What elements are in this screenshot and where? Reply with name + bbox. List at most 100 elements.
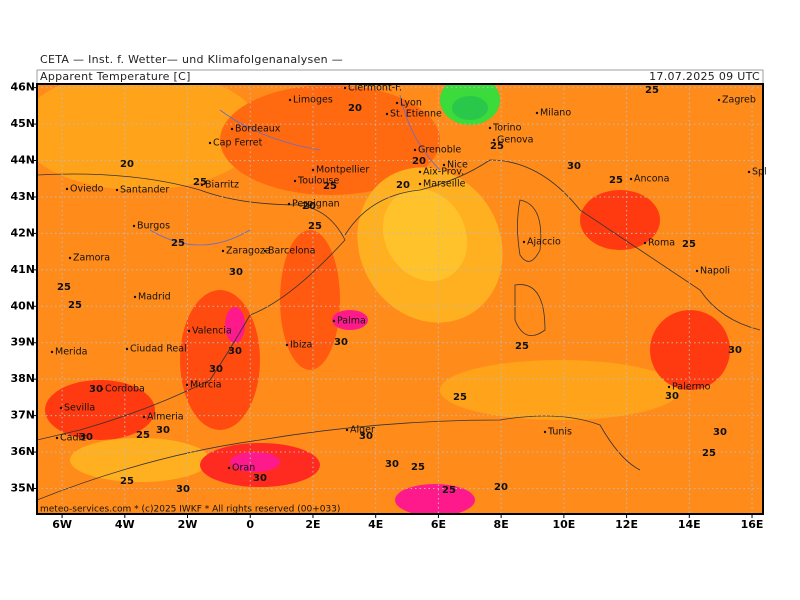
x-tick-label: 6W [52,518,72,531]
city-label: Marseille [423,179,466,190]
river [149,94,441,246]
city-label: Zaragoza [226,246,271,257]
city-label: Lyon [400,98,422,109]
city-label: Montpellier [316,165,369,176]
city-label: Bordeaux [235,124,281,135]
city-dot [65,187,69,191]
coastline [37,173,346,441]
x-tick-label: 0 [246,518,254,531]
city-dot [522,240,526,244]
city-dot [695,269,699,273]
field-extreme [225,307,245,343]
field-hot [580,190,660,250]
field-hot [180,290,260,430]
city-dot [125,347,129,351]
contour-label: 20 [302,201,316,212]
field-hot [280,230,340,370]
y-tick-label: 44N [10,154,35,167]
contour-label: 20 [120,159,134,170]
contour-label: 30 [253,473,267,484]
contour-label: 25 [68,300,82,311]
y-tick-label: 43N [10,190,35,203]
city-dot [747,170,751,174]
city-label: Grenoble [418,145,461,156]
contour-label: 30 [728,345,742,356]
field-warm [37,84,260,190]
city-dot [717,98,721,102]
contour-label: 30 [228,346,242,357]
contour-label: 30 [176,484,190,495]
city-label: Perpignan [292,199,340,210]
contour-label: 25 [411,462,425,473]
field-extreme [230,452,280,472]
city-label: Cap Ferret [213,138,263,149]
contour-label: 25 [136,430,150,441]
city-dot [535,111,539,115]
city-label: Toulouse [297,176,339,187]
field-extreme [395,484,475,514]
city-dot [133,295,137,299]
contour-label: 25 [609,175,623,186]
city-label: Alger [350,425,375,436]
city-label: Aix-Prov. [423,167,464,178]
contour-label: 30 [665,391,679,402]
contour-label: 20 [412,156,426,167]
city-dot [59,406,63,410]
contour-label: 30 [334,337,348,348]
x-tick-label: 2W [178,518,198,531]
city-dot [311,168,315,172]
city-label: Oviedo [70,184,104,195]
y-tick-label: 36N [10,445,35,458]
x-tick-label: 6E [431,518,446,531]
contour-label: 25 [171,238,185,249]
city-dot [492,138,496,142]
y-tick-label: 39N [10,336,35,349]
city-label: Santander [120,185,169,196]
city-dot [667,385,671,389]
field-hot [650,310,730,390]
contour-label: 30 [209,364,223,375]
y-tick-label: 41N [10,263,35,276]
city-label: Tunis [547,427,572,438]
x-tick-label: 12E [615,518,638,531]
city-dot [287,202,291,206]
map-title: Apparent Temperature [C] [40,70,191,83]
contour-label: 20 [348,103,362,114]
city-dot [543,430,547,434]
city-dot [142,415,146,419]
contour-label: 25 [490,141,504,152]
city-label: Ibiza [290,340,312,351]
city-dot [643,241,647,245]
x-tick-label: 8E [494,518,509,531]
city-label: Spl [752,167,767,178]
contour-label: 30 [89,384,103,395]
city-label: Limoges [293,95,333,106]
city-dot [395,101,399,105]
city-dot [187,329,191,333]
city-dot [132,224,136,228]
y-tick-label: 45N [10,117,35,130]
city-dot [385,112,389,116]
field-cool [452,96,488,120]
city-label: Roma [648,238,675,249]
city-label: Almeria [147,412,184,423]
city-dot [115,188,119,192]
city-label: Zagreb [722,95,756,106]
contour-label: 25 [682,239,696,250]
city-label: Burgos [137,221,170,232]
city-label: Valencia [192,326,232,337]
city-label: Biarritz [205,180,239,191]
city-label: Barcelona [268,246,315,257]
coastline [344,159,761,331]
contour-label: 25 [453,392,467,403]
city-dot [442,163,446,167]
contour-label: 25 [702,448,716,459]
contour-label: 25 [515,341,529,352]
city-dot [288,98,292,102]
city-dot [100,387,104,391]
contour-label: 25 [120,476,134,487]
x-tick-label: 4E [368,518,383,531]
y-tick-label: 35N [10,481,35,494]
city-label: Napoli [700,266,730,277]
city-dot [185,383,189,387]
